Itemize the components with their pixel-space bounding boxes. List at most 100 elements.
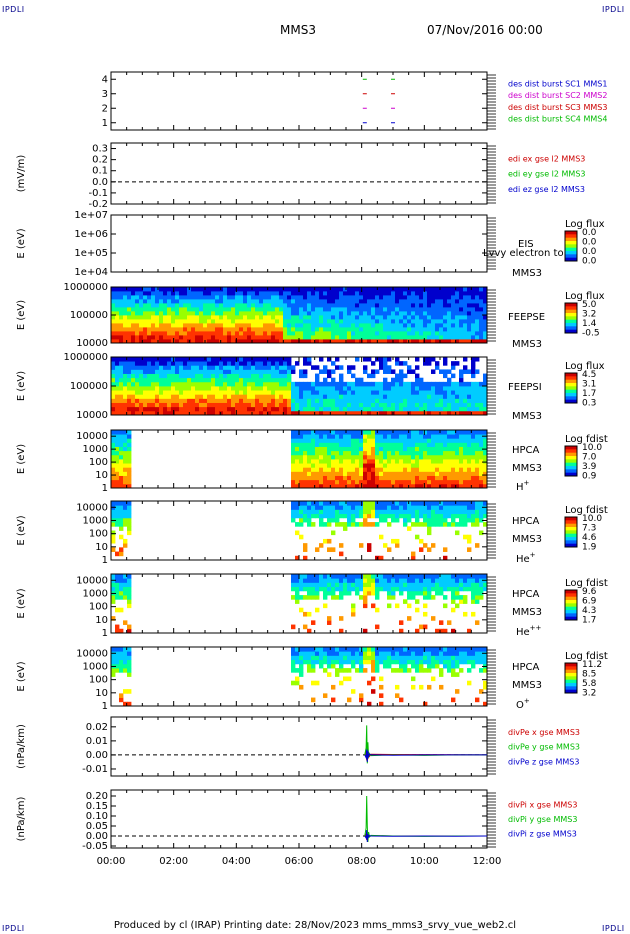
spectrogram-cell [283,386,288,391]
spectrogram-cell [335,339,340,344]
spectrogram-cell [383,659,388,665]
spectrogram-cell [267,311,272,316]
colorbar-swatch [565,600,577,603]
spectrogram-cell [427,394,432,399]
spectrogram-cell [335,595,340,600]
spectrogram-cell [259,331,264,336]
spectrogram-cell [423,517,428,523]
spectrogram-cell [423,434,428,439]
spectrogram-cell [479,530,484,536]
spectrogram-cell [431,291,436,296]
spectrogram-cell [135,315,140,320]
spectrogram-cell [351,434,356,439]
spectrogram-cell [115,299,120,304]
spectrogram-cell [347,381,352,387]
spectrogram-cell [443,398,448,403]
spectrogram-cell [383,434,388,439]
spectrogram-cell [111,299,116,304]
spectrogram-cell [287,327,292,332]
spectrogram-cell [407,505,412,510]
colorbar-swatch [565,451,577,454]
spectrogram-cell [199,307,204,312]
spectrogram-cell [379,475,384,481]
colorbar-swatch [565,311,577,314]
spectrogram-cell [347,505,352,510]
spectrogram-cell [299,663,304,669]
spectrogram-cell [347,339,352,344]
spectrogram-cell [479,307,484,312]
spectrogram-cell [343,303,348,308]
spectrogram-cell [359,450,364,456]
spectrogram-cell [403,446,408,452]
spectrogram-cell [111,534,116,540]
spectrogram-cell [171,319,176,324]
spectrogram-cell [127,647,132,652]
spectrogram-cell [311,450,316,456]
y-tick-label: 1 [102,555,108,566]
spectrogram-cell [411,479,416,485]
spectrogram-cell [407,483,412,489]
spectrogram-cell [447,327,452,332]
spectrogram-cell [355,574,360,579]
spectrogram-cell [427,381,432,387]
spectrogram-cell [327,505,332,510]
spectrogram-cell [111,586,116,592]
spectrogram-cell [251,386,256,391]
spectrogram-cell [419,509,424,515]
y-tick-label: 1000 [83,588,108,599]
spectrogram-cell [283,299,288,304]
spectrogram-cell [411,522,416,527]
spectrogram-cell [175,335,180,340]
spectrogram-cell [423,335,428,340]
spectrogram-cell [439,287,444,292]
spectrogram-cell [111,323,116,328]
spectrogram-cell [363,402,368,408]
spectrogram-cell [335,659,340,665]
spectrogram-cell [475,406,480,412]
spectrogram-cell [475,446,480,452]
spectrogram-cell [407,586,412,592]
spectrogram-cell [427,463,432,468]
spectrogram-cell [335,501,340,506]
spectrogram-cell [355,509,360,515]
spectrogram-cell [359,693,364,698]
spectrogram-cell [367,327,372,332]
spectrogram-cell [355,522,360,527]
spectrogram-cell [459,303,464,308]
spectrogram-cell [251,369,256,374]
spectrogram-cell [383,303,388,308]
spectrogram-cell [251,402,256,408]
spectrogram-cell [415,335,420,340]
spectrogram-cell [323,402,328,408]
spectrogram-cell [403,651,408,656]
spectrogram-cell [427,578,432,583]
spectrogram-cell [479,291,484,296]
spectrogram-cell [467,381,472,387]
spectrogram-cell [155,307,160,312]
spectrogram-cell [451,578,456,583]
spectrogram-cell [167,287,172,292]
spectrogram-cell [255,365,260,370]
spectrogram-cell [251,357,256,362]
spectrogram-cell [447,463,452,468]
spectrogram-cell [187,307,192,312]
spectrogram-cell [287,361,292,366]
spectrogram-cell [311,446,316,452]
spectrogram-cell [199,303,204,308]
colorbar-swatch [565,309,577,312]
y-tick-label: 1e+07 [74,210,108,221]
spectrogram-cell [459,522,464,527]
spectrogram-cell [299,459,304,464]
spectrogram-cell [423,475,428,481]
spectrogram-cell [295,676,300,682]
spectrogram-cell [283,315,288,320]
spectrogram-cell [371,315,376,320]
spectrogram-cell [295,680,300,686]
spectrogram-cell [155,319,160,324]
spectrogram-cell [483,406,488,412]
spectrogram-cell [115,475,120,481]
spectrogram-cell [271,381,276,387]
spectrogram-cell [463,381,468,387]
spectrogram-cell [459,386,464,391]
spectrogram-cell [327,331,332,336]
